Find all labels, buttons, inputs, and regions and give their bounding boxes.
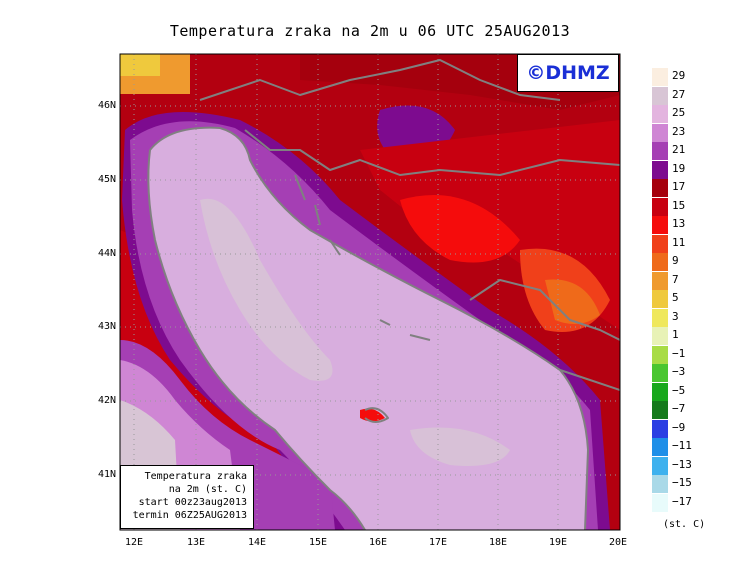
legend-swatch bbox=[652, 308, 668, 327]
legend-label: 27 bbox=[672, 87, 686, 101]
legend-swatch bbox=[652, 438, 668, 456]
info-line: termin 06Z25AUG2013 bbox=[132, 510, 247, 521]
coastlines bbox=[147, 59, 620, 530]
info-line: start 00z23aug2013 bbox=[138, 497, 247, 508]
map-title: Temperatura zraka na 2m u 06 UTC 25AUG20… bbox=[169, 22, 571, 40]
legend-swatch bbox=[652, 271, 668, 290]
legend-label: 23 bbox=[672, 124, 686, 138]
legend-swatch bbox=[652, 86, 668, 105]
legend-swatch bbox=[652, 493, 668, 512]
adriatic-sea bbox=[148, 127, 589, 530]
legend-label: −13 bbox=[672, 457, 692, 471]
legend-label: 29 bbox=[672, 69, 686, 82]
legend-swatch bbox=[652, 456, 668, 475]
legend-label: 9 bbox=[672, 254, 679, 267]
legend-label: 5 bbox=[672, 291, 679, 304]
legend-swatch bbox=[652, 419, 668, 438]
legend-swatch bbox=[652, 105, 668, 123]
legend-swatch bbox=[652, 142, 668, 160]
lon-label: 18E bbox=[488, 537, 508, 548]
legend-swatch bbox=[652, 364, 668, 382]
legend-label: −3 bbox=[672, 365, 686, 378]
legend-swatch bbox=[652, 197, 668, 216]
legend-label: 25 bbox=[672, 106, 686, 119]
legend-label: −15 bbox=[672, 476, 692, 489]
lon-label: 12E bbox=[124, 537, 144, 548]
legend-label: −11 bbox=[672, 439, 692, 452]
lat-label: 45N bbox=[97, 174, 116, 185]
lat-label: 43N bbox=[97, 321, 116, 332]
lon-label: 20E bbox=[608, 537, 628, 548]
legend-label: 19 bbox=[672, 161, 686, 175]
legend-swatch bbox=[652, 345, 668, 364]
legend-label: 7 bbox=[672, 272, 679, 286]
legend-swatch bbox=[652, 382, 668, 401]
lat-label: 46N bbox=[97, 100, 116, 111]
legend-label: 21 bbox=[672, 143, 686, 156]
lon-label: 17E bbox=[428, 537, 448, 548]
lat-label: 41N bbox=[97, 469, 116, 480]
legend-label: −5 bbox=[672, 383, 686, 397]
legend-label: 13 bbox=[672, 217, 686, 230]
legend-label: −17 bbox=[672, 494, 692, 508]
legend-swatch bbox=[652, 327, 668, 345]
lon-label: 14E bbox=[247, 537, 267, 548]
lat-label: 42N bbox=[97, 395, 116, 406]
legend-unit: (st. C) bbox=[663, 519, 706, 530]
legend-label: 17 bbox=[672, 180, 686, 193]
legend-swatch bbox=[652, 475, 668, 493]
lon-label: 16E bbox=[368, 537, 388, 548]
legend-swatch bbox=[652, 234, 668, 253]
legend-swatch bbox=[652, 68, 668, 86]
legend-swatch bbox=[652, 216, 668, 234]
legend-swatch bbox=[652, 160, 668, 179]
info-line: Temperatura zraka bbox=[144, 471, 247, 482]
legend-swatch bbox=[652, 290, 668, 308]
lon-label: 19E bbox=[548, 537, 568, 548]
legend-label: −7 bbox=[672, 402, 686, 415]
legend-swatch bbox=[652, 179, 668, 197]
lat-label: 44N bbox=[97, 248, 116, 259]
legend-label: 11 bbox=[672, 235, 686, 249]
dhmz-logo: ©DHMZ bbox=[517, 54, 619, 92]
legend-label: −9 bbox=[672, 420, 686, 434]
info-box: Temperatura zraka na 2m (st. C) start 00… bbox=[120, 465, 254, 529]
info-line: na 2m (st. C) bbox=[168, 484, 247, 495]
legend-swatch bbox=[652, 253, 668, 271]
lon-label: 15E bbox=[308, 537, 328, 548]
legend-swatch bbox=[652, 123, 668, 142]
legend-swatch bbox=[652, 401, 668, 419]
lon-label: 13E bbox=[186, 537, 206, 548]
legend-label: 1 bbox=[672, 328, 679, 341]
legend-label: 15 bbox=[672, 198, 686, 212]
legend-label: 3 bbox=[672, 309, 679, 323]
legend-label: −1 bbox=[672, 346, 686, 360]
